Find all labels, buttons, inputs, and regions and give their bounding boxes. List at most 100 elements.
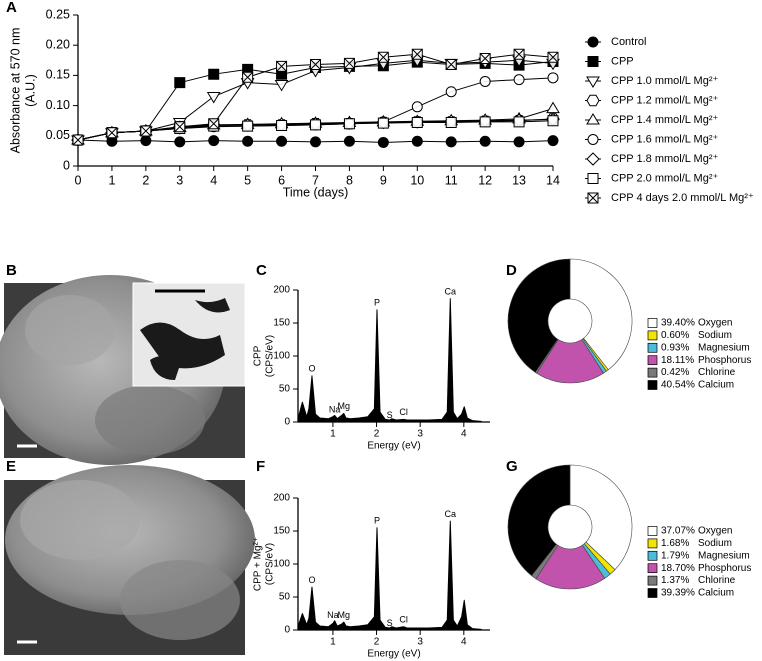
y-axis-label: (A.U.) bbox=[23, 74, 37, 107]
donut-slice bbox=[535, 544, 606, 590]
legend-value: 0.60% bbox=[661, 330, 689, 341]
x-tick-label: 7 bbox=[312, 173, 319, 187]
x-tick-label: 2 bbox=[374, 429, 380, 440]
data-point bbox=[174, 121, 186, 133]
peak-label: Ca bbox=[445, 509, 457, 519]
y-axis-label: Absorbance at 570 nm bbox=[8, 28, 22, 154]
x-tick-label: 11 bbox=[445, 173, 458, 187]
sem-image bbox=[0, 275, 246, 465]
y-tick-label: 150 bbox=[273, 318, 290, 329]
legend-marker bbox=[587, 192, 599, 204]
data-point bbox=[343, 135, 355, 147]
y-tick-label: 0 bbox=[284, 625, 290, 636]
data-point bbox=[411, 101, 423, 113]
data-point bbox=[479, 52, 491, 64]
x-tick-label: 9 bbox=[380, 173, 387, 187]
peak-label: Mg bbox=[338, 401, 351, 411]
y-tick-label: 50 bbox=[279, 592, 291, 603]
legend-swatch bbox=[647, 355, 658, 366]
data-point bbox=[72, 134, 84, 146]
data-point bbox=[208, 135, 220, 147]
legend-marker bbox=[586, 76, 600, 88]
data-point bbox=[310, 119, 321, 131]
legend-swatch bbox=[647, 367, 658, 378]
data-point bbox=[140, 125, 152, 137]
peak-label: Cl bbox=[399, 614, 408, 624]
x-tick-label: 5 bbox=[244, 173, 251, 187]
peak-label: Na bbox=[327, 610, 339, 620]
axes: 00.050.100.150.200.250 1 2 3 4 5 6 7 8 9 10 11 12 13 1… bbox=[8, 7, 560, 199]
legend-label: CPP 1.2 mmol/L Mg²⁺ bbox=[611, 94, 718, 106]
y-tick-label: 100 bbox=[273, 559, 290, 570]
y-tick-label: 200 bbox=[273, 285, 290, 296]
data-point bbox=[208, 118, 220, 130]
x-tick-label: 3 bbox=[176, 173, 183, 187]
donut-slice bbox=[569, 464, 633, 571]
legend-label: Magnesium bbox=[698, 342, 750, 353]
legend-label: Chlorine bbox=[698, 575, 736, 586]
data-point bbox=[547, 72, 559, 84]
legend-swatch bbox=[647, 550, 658, 561]
donut-slice bbox=[569, 258, 633, 371]
x-tick-label: 3 bbox=[417, 429, 423, 440]
x-tick-label: 10 bbox=[410, 173, 424, 187]
legend-swatch bbox=[647, 318, 658, 328]
y-tick-label: 0.20 bbox=[46, 37, 70, 51]
peak-label: Mg bbox=[338, 610, 351, 620]
legend-marker bbox=[587, 36, 599, 48]
y-tick-label: 150 bbox=[273, 526, 290, 537]
legend-marker bbox=[587, 134, 599, 145]
legend-value: 18.70% bbox=[661, 563, 695, 574]
data-point bbox=[479, 135, 491, 147]
data-point bbox=[445, 59, 457, 71]
legend-label: Calcium bbox=[698, 588, 734, 599]
data-point bbox=[411, 135, 423, 147]
legend-marker bbox=[587, 173, 599, 184]
legend-value: 0.93% bbox=[661, 342, 689, 353]
legend-label: CPP 2.0 mmol/L Mg²⁺ bbox=[611, 172, 718, 184]
y-tick-label: 0 bbox=[63, 158, 70, 172]
legend-marker bbox=[587, 56, 599, 67]
x-tick-label: 2 bbox=[374, 637, 380, 648]
x-tick-label: 6 bbox=[278, 173, 285, 187]
data-point bbox=[377, 137, 389, 148]
data-point bbox=[276, 135, 288, 147]
legend-label: CPP 1.4 mmol/L Mg²⁺ bbox=[611, 114, 718, 126]
data-point bbox=[310, 59, 321, 71]
data-point bbox=[513, 48, 525, 60]
legend-label: Sodium bbox=[698, 330, 732, 341]
x-axis-label: Energy (eV) bbox=[367, 649, 420, 660]
legend-label: Control bbox=[611, 36, 646, 48]
legend-label: CPP 4 days 2.0 mmol/L Mg²⁺ bbox=[611, 192, 754, 204]
data-point bbox=[276, 60, 288, 72]
y-axis-label: (CPS/eV) bbox=[265, 543, 276, 585]
legend-value: 0.42% bbox=[661, 367, 689, 378]
legend-swatch bbox=[647, 380, 658, 390]
x-tick-label: 1 bbox=[330, 637, 336, 648]
x-tick-label: 14 bbox=[546, 173, 560, 187]
legend-value: 1.68% bbox=[661, 538, 689, 549]
legend-label: CPP 1.6 mmol/L Mg²⁺ bbox=[611, 133, 718, 145]
legend-label: Oxygen bbox=[698, 526, 732, 537]
panel-label: F bbox=[256, 458, 265, 475]
data-point bbox=[208, 68, 220, 80]
panel-label: B bbox=[6, 262, 17, 279]
spectrum bbox=[297, 298, 482, 423]
legend-value: 37.07% bbox=[661, 526, 695, 537]
y-tick-label: 100 bbox=[273, 351, 290, 362]
peak-label: Ca bbox=[445, 286, 457, 296]
data-point bbox=[274, 79, 289, 92]
data-point bbox=[547, 135, 559, 147]
x-tick-label: 1 bbox=[330, 429, 336, 440]
peak-label: O bbox=[308, 364, 315, 374]
data-point bbox=[242, 135, 254, 147]
data-point bbox=[206, 92, 221, 104]
x-tick-label: 0 bbox=[75, 173, 82, 187]
x-tick-label: 4 bbox=[210, 173, 217, 187]
data-point bbox=[276, 120, 288, 132]
peak-label: S bbox=[387, 410, 393, 420]
y-axis-label: (CPS/eV) bbox=[265, 335, 276, 377]
peak-label: Cl bbox=[399, 407, 408, 417]
y-tick-label: 0.10 bbox=[46, 98, 70, 112]
